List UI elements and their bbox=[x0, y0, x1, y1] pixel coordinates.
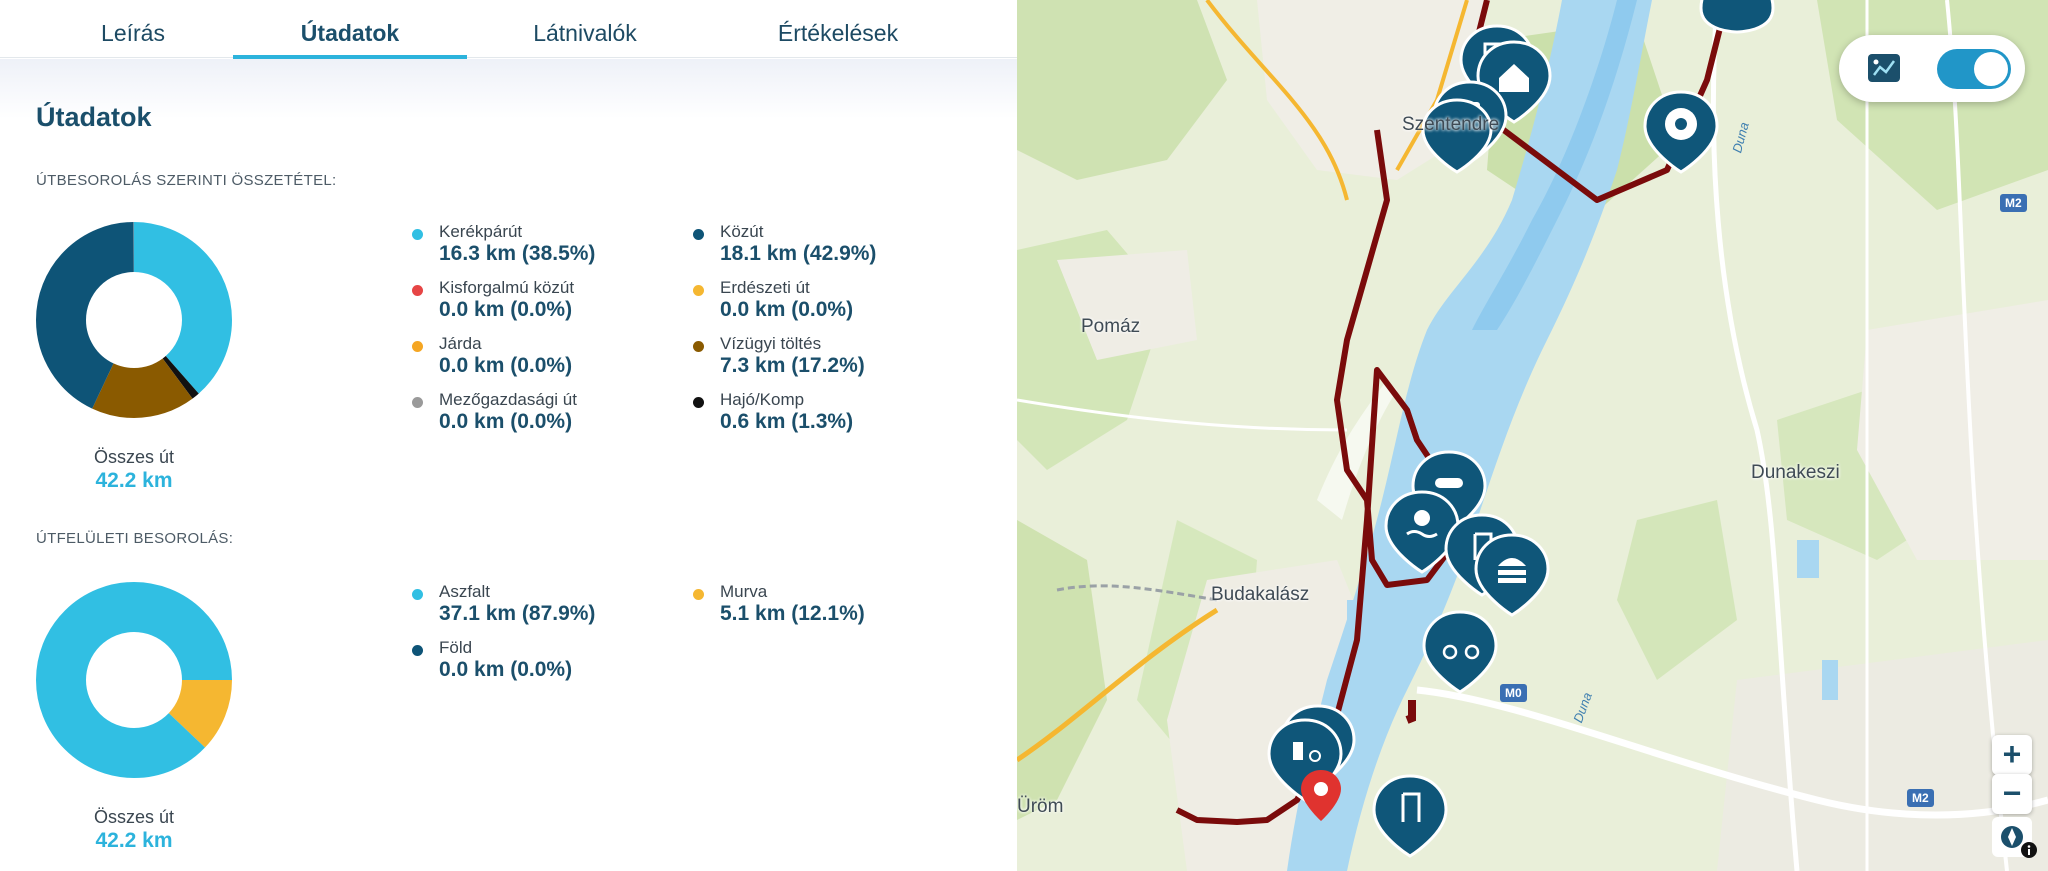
place-label-dunakeszi: Dunakeszi bbox=[1751, 462, 1840, 483]
tab-description[interactable]: Leírás bbox=[101, 20, 165, 46]
surface-total: Összes út 42.2 km bbox=[36, 807, 232, 853]
tab-sights[interactable]: Látnivalók bbox=[533, 20, 637, 46]
surface-total-value: 42.2 km bbox=[95, 829, 173, 852]
zoom-out-button[interactable]: − bbox=[1992, 774, 2032, 814]
place-label-pomaz: Pomáz bbox=[1081, 316, 1141, 337]
legend-item-amount: 18.1 km (42.9%) bbox=[720, 242, 877, 265]
legend-item-name: Murva bbox=[720, 582, 768, 601]
legend-item-name: Vízügyi töltés bbox=[720, 334, 822, 353]
legend-color-dot bbox=[693, 341, 704, 352]
road-classification-label: ÚTBESOROLÁS SZERINTI ÖSSZETÉTEL: bbox=[36, 172, 337, 189]
legend-item-amount: 0.0 km (0.0%) bbox=[439, 354, 573, 377]
donut-slice bbox=[36, 582, 232, 778]
road-classification-donut bbox=[36, 222, 232, 418]
poi-film-pin bbox=[1643, 90, 1719, 174]
place-label-budakalasz: Budakalász bbox=[1211, 584, 1310, 605]
legend-item-amount: 37.1 km (87.9%) bbox=[439, 602, 596, 625]
legend-color-dot bbox=[693, 589, 704, 600]
poi-hidden-pin bbox=[1421, 98, 1493, 174]
road-total-value: 42.2 km bbox=[95, 469, 173, 492]
route-map[interactable]: Szentendre Pomáz Dunakeszi Budakalász Ür… bbox=[1017, 0, 2048, 871]
map-canvas[interactable] bbox=[1017, 0, 2048, 871]
legend-item-name: Aszfalt bbox=[439, 582, 491, 601]
legend-color-dot bbox=[412, 229, 423, 240]
map-layer-toggle[interactable] bbox=[1839, 35, 2025, 102]
road-total-label: Összes út bbox=[93, 447, 175, 467]
legend-item-name: Hajó/Komp bbox=[720, 390, 805, 409]
legend-item-amount: 0.0 km (0.0%) bbox=[439, 410, 573, 433]
surface-total-label: Összes út bbox=[93, 807, 175, 827]
legend-color-dot bbox=[693, 285, 704, 296]
legend-color-dot bbox=[693, 397, 704, 408]
legend-color-dot bbox=[412, 397, 423, 408]
place-label-urom: Üröm bbox=[1017, 796, 1064, 817]
tab-bar: Leírás Útadatok Látnivalók Értékelések bbox=[0, 0, 1017, 59]
surface-classification-label: ÚTFELÜLETI BESOROLÁS: bbox=[36, 530, 234, 547]
legend-item-name: Járda bbox=[439, 334, 482, 353]
legend-item-name: Kerékpárút bbox=[439, 222, 523, 241]
legend-color-dot bbox=[412, 645, 423, 656]
poi-beach-pin bbox=[1384, 490, 1460, 574]
legend-color-dot bbox=[412, 589, 423, 600]
poi-bike-service-pin bbox=[1422, 610, 1498, 694]
legend-item-amount: 16.3 km (38.5%) bbox=[439, 242, 596, 265]
legend-item-name: Föld bbox=[439, 638, 473, 657]
legend-color-dot bbox=[693, 229, 704, 240]
map-layers-icon bbox=[1868, 54, 1900, 82]
legend-item-amount: 0.0 km (0.0%) bbox=[439, 658, 573, 681]
legend-item-name: Erdészeti út bbox=[720, 278, 810, 297]
start-marker-pin bbox=[1301, 770, 1341, 821]
surface-classification-donut bbox=[36, 582, 232, 778]
poi-top-pin bbox=[1699, 0, 1775, 34]
legend-item-amount: 5.1 km (12.1%) bbox=[720, 602, 865, 625]
layer-toggle-switch[interactable] bbox=[1937, 49, 2011, 89]
legend-color-dot bbox=[412, 285, 423, 296]
legend-item-name: Kisforgalmú közút bbox=[439, 278, 575, 297]
road-shield-m0: M0 bbox=[1500, 684, 1527, 702]
legend-item-name: Közút bbox=[720, 222, 764, 241]
section-title: Útadatok bbox=[36, 102, 152, 132]
tab-reviews[interactable]: Értékelések bbox=[777, 20, 899, 46]
route-details-panel: Leírás Útadatok Látnivalók Értékelések Ú… bbox=[0, 0, 1017, 871]
legend-color-dot bbox=[412, 341, 423, 352]
toggle-knob bbox=[1974, 52, 2008, 86]
road-shield-m2-2: M2 bbox=[1907, 789, 1934, 807]
panel-header-shade bbox=[0, 59, 1017, 119]
poi-sight-pin-2 bbox=[1372, 774, 1448, 858]
legend-item-amount: 7.3 km (17.2%) bbox=[720, 354, 865, 377]
legend-item-name: Mezőgazdasági út bbox=[439, 390, 577, 409]
road-total: Összes út 42.2 km bbox=[36, 447, 232, 493]
road-shield-m2: M2 bbox=[2000, 194, 2027, 212]
zoom-in-button[interactable]: + bbox=[1992, 735, 2032, 775]
donut-slice bbox=[36, 222, 232, 418]
active-tab-indicator bbox=[233, 55, 467, 59]
legend-item-amount: 0.0 km (0.0%) bbox=[439, 298, 573, 321]
legend-item-amount: 0.6 km (1.3%) bbox=[720, 410, 854, 433]
info-icon[interactable] bbox=[2021, 842, 2037, 858]
poi-burger-pin bbox=[1474, 533, 1550, 617]
tab-route-data[interactable]: Útadatok bbox=[300, 20, 400, 46]
legend-item-amount: 0.0 km (0.0%) bbox=[720, 298, 854, 321]
place-label-szentendre: Szentendre bbox=[1402, 114, 1500, 135]
donut-slice bbox=[36, 222, 232, 418]
